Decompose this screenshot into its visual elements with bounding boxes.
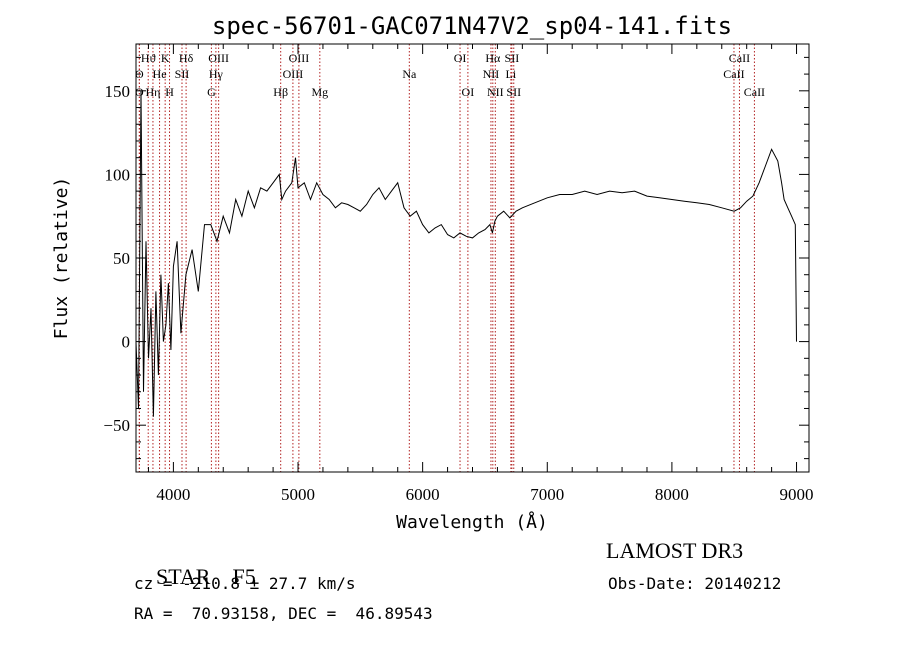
y-tick-label-50: 50 [113,249,130,268]
line-label-4: He [153,67,167,81]
line-label-27: CaII [744,85,765,99]
x-tick-label-8000: 8000 [655,485,689,504]
line-labels: Hϑ OO K He Hη H Hδ SII OIII Hγ G Hβ OIII OIII Mg Na OI OI… [135,51,765,99]
line-label-15: Mg [311,85,328,99]
line-label-26: CaII [723,67,744,81]
line-label-23: Li [506,67,517,81]
flux-series [135,90,797,417]
line-label-8: SII [175,67,190,81]
line-label-24: SII [506,85,521,99]
x-tick-label-9000: 9000 [780,485,814,504]
x-axis-label: Wavelength (Å) [396,511,548,533]
line-label-16: Na [402,67,417,81]
line-label-13: OIII [289,51,310,65]
line-label-25: CaII [729,51,750,65]
ra-dec: RA = 70.93158, DEC = 46.89543 [134,604,433,623]
observation-date: Obs-Date: 20140212 [608,574,782,593]
line-label-6: H [165,85,174,99]
y-tick-label-100: 100 [105,165,131,184]
survey-name: LAMOST DR3 [606,538,744,563]
object-class: STAR [156,564,211,589]
y-tick-label-150: 150 [105,82,131,101]
object-subclass: F5 [232,564,256,589]
spectral-line-markers [138,44,755,472]
line-label-20: NII [483,67,500,81]
line-label-7: Hδ [179,51,194,65]
flux-line [135,90,797,417]
x-tick-label-6000: 6000 [406,485,440,504]
line-label-12: Hβ [273,85,288,99]
line-label-17: OI [454,51,467,65]
line-label-22: SII [505,51,520,65]
line-label-5: Hη [145,85,160,99]
line-label-18: OI [462,85,475,99]
line-label-19: Hα [485,51,501,65]
line-label-0: Hϑ [141,51,156,65]
axis-ticks: 4000 5000 6000 7000 8000 9000 −50 0 50 100 150 [103,44,814,504]
line-label-2: O [135,85,144,99]
line-label-14: OIII [283,67,304,81]
x-tick-label-5000: 5000 [281,485,315,504]
line-label-21: NII [487,85,504,99]
spectral-class: STAR F5 [134,538,256,616]
y-axis-label: Flux (relative) [51,177,72,340]
line-label-11: G [207,85,216,99]
line-label-3: K [161,51,170,65]
y-tick-label-0: 0 [122,333,131,352]
redshift-cz: cz = -210.8 ± 27.7 km/s [134,574,356,593]
x-tick-label-4000: 4000 [156,485,190,504]
line-label-1: O [135,67,144,81]
chart-title: spec-56701-GAC071N47V2_sp04-141.fits [212,12,732,40]
plot-frame [135,43,810,473]
x-tick-label-7000: 7000 [530,485,564,504]
line-label-9: OIII [208,51,229,65]
line-label-10: Hγ [209,67,224,81]
y-tick-label--50: −50 [103,416,130,435]
